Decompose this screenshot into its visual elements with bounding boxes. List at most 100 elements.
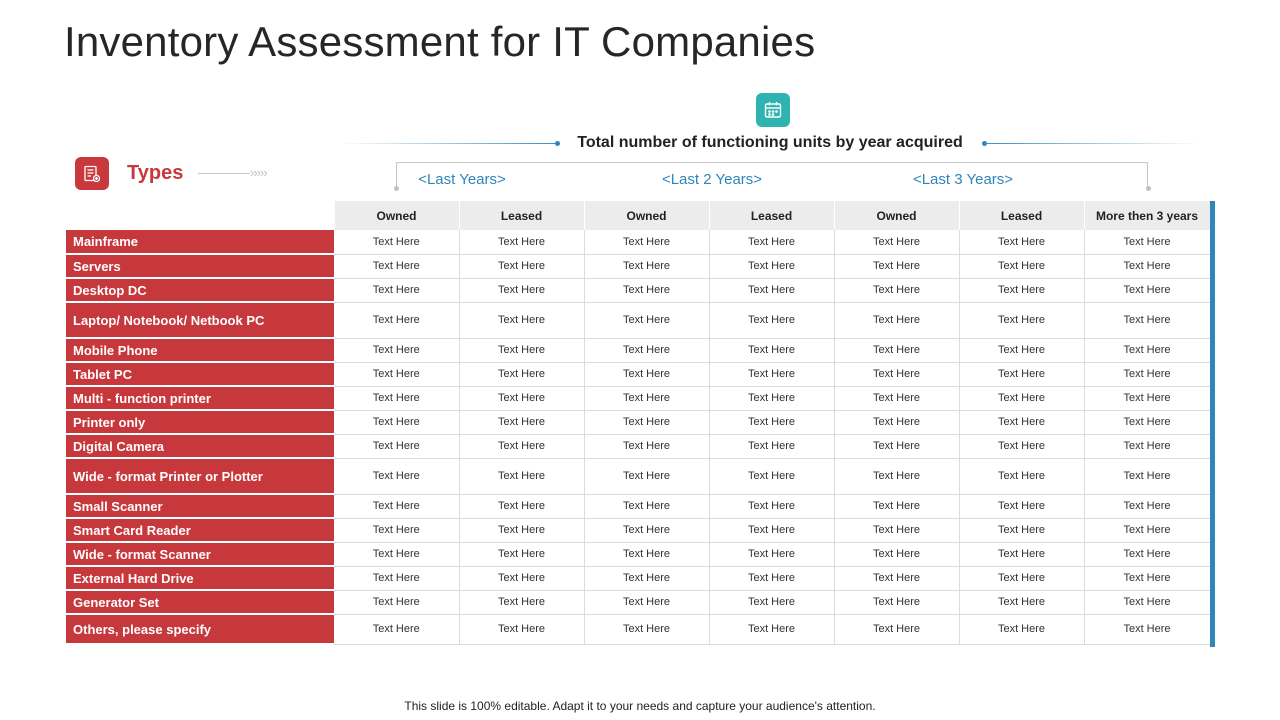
table-cell: Text Here <box>959 362 1085 387</box>
page-title: Inventory Assessment for IT Companies <box>64 18 816 65</box>
row-label: Digital Camera <box>66 434 334 459</box>
table-cell: Text Here <box>334 590 460 615</box>
table-cell: Text Here <box>834 590 960 615</box>
row-label: Servers <box>66 254 334 279</box>
table-cell: Text Here <box>584 254 710 279</box>
table-header-row: Owned Leased Owned Leased Owned Leased M… <box>66 201 1211 230</box>
column-header: Owned <box>834 201 960 230</box>
footer-note: This slide is 100% editable. Adapt it to… <box>404 699 876 713</box>
row-label: Laptop/ Notebook/ Netbook PC <box>66 302 334 339</box>
table-cell: Text Here <box>1084 362 1211 387</box>
table-cell: Text Here <box>334 302 460 339</box>
types-label: Types <box>127 162 184 184</box>
header-dot-left <box>555 141 560 146</box>
table-cell: Text Here <box>584 458 710 495</box>
row-label: Small Scanner <box>66 494 334 519</box>
table-cell: Text Here <box>834 362 960 387</box>
table-row: Printer only Text Here Text Here Text Here T… <box>66 410 1211 435</box>
table-cell: Text Here <box>834 338 960 363</box>
table-cell: Text Here <box>959 542 1085 567</box>
table-cell: Text Here <box>459 518 585 543</box>
table-cell: Text Here <box>1084 434 1211 459</box>
table-cell: Text Here <box>459 362 585 387</box>
table-cell: Text Here <box>459 590 585 615</box>
row-label: Desktop DC <box>66 278 334 303</box>
header-blank <box>66 201 335 230</box>
table-cell: Text Here <box>834 494 960 519</box>
table-cell: Text Here <box>1084 410 1211 435</box>
table-cell: Text Here <box>584 230 710 255</box>
table-cell: Text Here <box>834 230 960 255</box>
table-cell: Text Here <box>709 410 835 435</box>
table-cell: Text Here <box>709 458 835 495</box>
table-cell: Text Here <box>334 386 460 411</box>
table-cell: Text Here <box>709 494 835 519</box>
table-row: Wide - format Printer or Plotter Text Her… <box>66 458 1211 495</box>
inventory-table: Owned Leased Owned Leased Owned Leased M… <box>66 201 1211 645</box>
table-cell: Text Here <box>584 566 710 591</box>
table-cell: Text Here <box>459 254 585 279</box>
table-cell: Text Here <box>459 338 585 363</box>
header-line-left <box>340 143 558 144</box>
table-cell: Text Here <box>834 254 960 279</box>
table-cell: Text Here <box>959 590 1085 615</box>
table-cell: Text Here <box>834 566 960 591</box>
table-cell: Text Here <box>584 362 710 387</box>
table-row: Small Scanner Text Here Text Here Text Here… <box>66 494 1211 519</box>
column-header: Owned <box>584 201 710 230</box>
row-label: Generator Set <box>66 590 334 615</box>
table-cell: Text Here <box>334 458 460 495</box>
row-label: Mobile Phone <box>66 338 334 363</box>
table-cell: Text Here <box>709 338 835 363</box>
table-cell: Text Here <box>959 518 1085 543</box>
table-cell: Text Here <box>959 614 1085 645</box>
types-arrow-icon: ››››› <box>250 165 268 180</box>
table-row: Multi - function printer Text Here Text He… <box>66 386 1211 411</box>
table-cell: Text Here <box>709 254 835 279</box>
table-cell: Text Here <box>834 458 960 495</box>
table-cell: Text Here <box>459 434 585 459</box>
table-cell: Text Here <box>709 386 835 411</box>
table-row: Wide - format Scanner Text Here Text Here T… <box>66 542 1211 567</box>
bracket-dot-left <box>394 186 399 191</box>
table-cell: Text Here <box>959 230 1085 255</box>
table-row: Smart Card Reader Text Here Text Here Text … <box>66 518 1211 543</box>
table-cell: Text Here <box>334 230 460 255</box>
table-cell: Text Here <box>1084 518 1211 543</box>
table-cell: Text Here <box>709 614 835 645</box>
table-cell: Text Here <box>584 386 710 411</box>
table-cell: Text Here <box>834 302 960 339</box>
table-cell: Text Here <box>334 278 460 303</box>
table-row: Others, please specify Text Here Text Here… <box>66 614 1211 645</box>
table-cell: Text Here <box>1084 590 1211 615</box>
table-cell: Text Here <box>334 494 460 519</box>
table-cell: Text Here <box>709 542 835 567</box>
table-cell: Text Here <box>1084 338 1211 363</box>
table-cell: Text Here <box>1084 386 1211 411</box>
table-cell: Text Here <box>584 590 710 615</box>
year-group-2: <Last 2 Years> <box>661 171 763 188</box>
table-cell: Text Here <box>709 566 835 591</box>
table-cell: Text Here <box>959 338 1085 363</box>
table-cell: Text Here <box>834 614 960 645</box>
table-cell: Text Here <box>459 614 585 645</box>
table-cell: Text Here <box>459 458 585 495</box>
table-cell: Text Here <box>334 566 460 591</box>
table-cell: Text Here <box>834 542 960 567</box>
table-cell: Text Here <box>334 434 460 459</box>
table-cell: Text Here <box>584 434 710 459</box>
table-cell: Text Here <box>459 302 585 339</box>
table-cell: Text Here <box>1084 614 1211 645</box>
table-cell: Text Here <box>1084 566 1211 591</box>
table-row: Mainframe Text Here Text Here Text Here Text… <box>66 230 1211 255</box>
table-cell: Text Here <box>1084 494 1211 519</box>
table-cell: Text Here <box>959 278 1085 303</box>
table-cell: Text Here <box>459 278 585 303</box>
table-cell: Text Here <box>334 338 460 363</box>
row-label: Multi - function printer <box>66 386 334 411</box>
table-cell: Text Here <box>834 434 960 459</box>
table-cell: Text Here <box>459 386 585 411</box>
table-cell: Text Here <box>834 518 960 543</box>
table-cell: Text Here <box>459 230 585 255</box>
table-row: Digital Camera Text Here Text Here Text Her… <box>66 434 1211 459</box>
